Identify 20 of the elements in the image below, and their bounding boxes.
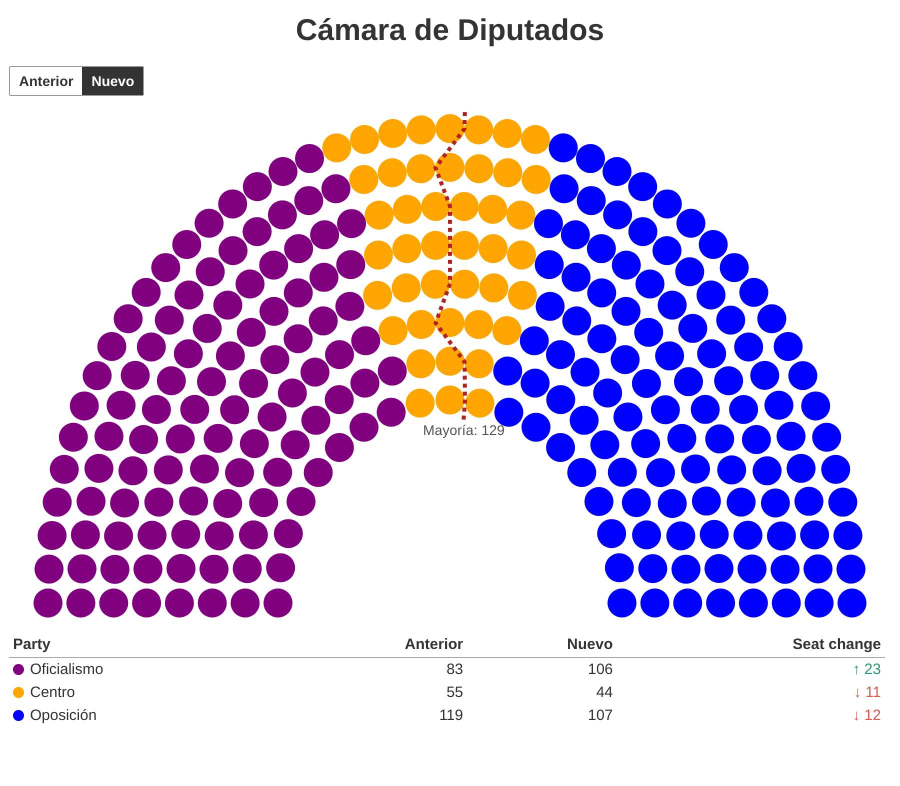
text: ↓ 12 — [852, 706, 882, 726]
data-label: 106 — [586, 660, 614, 680]
text: Party — [9, 632, 283, 658]
legend-label: Anterior — [10, 67, 82, 95]
view-toggle: Anterior Nuevo — [9, 66, 144, 96]
data-label: 44 — [595, 683, 614, 703]
text: Nuevo — [567, 636, 613, 653]
category-label: Oposición — [29, 706, 98, 726]
data-label: 55 — [445, 683, 464, 703]
text: Seat change — [616, 632, 885, 658]
data-label: 83 — [445, 660, 464, 680]
data-label: 107 — [586, 706, 614, 726]
category-label: Centro — [29, 683, 76, 703]
text: ↑ 23 — [852, 660, 882, 680]
text: Anterior — [404, 636, 464, 653]
text: Mayoría: 129 — [423, 422, 505, 438]
text: ↓ 11 — [852, 683, 882, 703]
data-label: 119 — [438, 706, 464, 726]
category-label: Oficialismo — [29, 660, 104, 680]
text: Cámara de Diputados — [294, 14, 606, 49]
